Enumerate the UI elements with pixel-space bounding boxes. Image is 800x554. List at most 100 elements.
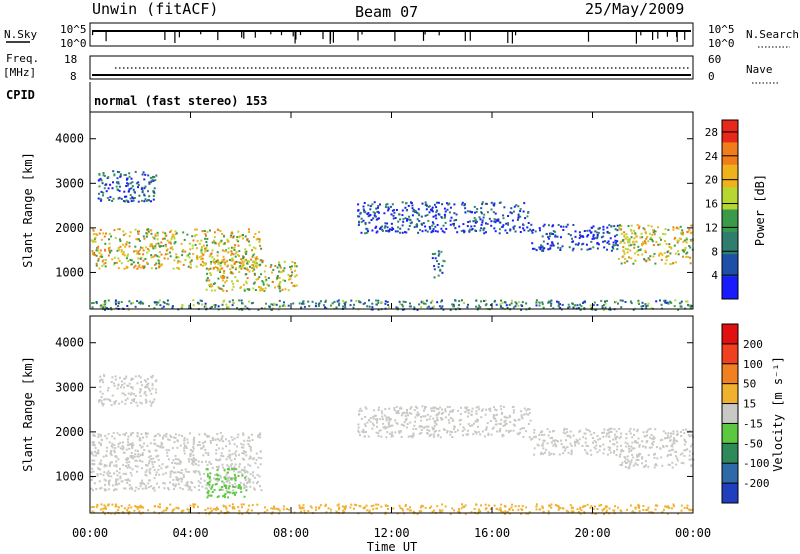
echo-cell: [129, 231, 132, 234]
echo-cell: [521, 427, 524, 430]
echo-cell: [438, 509, 441, 512]
echo-cell: [153, 307, 156, 310]
echo-cell: [117, 305, 120, 307]
echo-cell: [127, 308, 130, 311]
echo-cell: [430, 409, 433, 412]
echo-cell: [484, 503, 487, 506]
echo-cell: [231, 468, 234, 471]
echo-cell: [548, 504, 551, 507]
echo-cell: [295, 265, 298, 268]
echo-cell: [603, 428, 606, 431]
echo-cell: [617, 302, 619, 305]
echo-cell: [315, 302, 317, 305]
echo-cell: [679, 431, 682, 433]
echo-cell: [646, 236, 649, 238]
echo-cell: [588, 229, 591, 232]
echo-cell: [387, 306, 390, 309]
echo-cell: [270, 507, 273, 510]
echo-cell: [527, 229, 530, 232]
echo-cell: [512, 411, 515, 414]
echo-cell: [201, 447, 204, 450]
echo-cell: [227, 477, 230, 480]
echo-cell: [678, 237, 681, 240]
echo-cell: [386, 431, 389, 434]
echo-cell: [249, 478, 252, 481]
echo-cell: [282, 508, 285, 511]
echo-cell: [431, 426, 434, 429]
echo-cell: [517, 301, 520, 304]
colorbar-tick-label: 200: [743, 338, 763, 351]
echo-cell: [378, 406, 380, 409]
echo-cell: [225, 480, 228, 483]
echo-cell: [566, 431, 569, 434]
echo-cell: [533, 447, 536, 450]
echo-cell: [152, 466, 155, 468]
echo-cell: [99, 487, 102, 490]
echo-cell: [219, 269, 222, 272]
echo-cell: [134, 465, 137, 468]
echo-cell: [108, 242, 111, 245]
echo-cell: [123, 190, 126, 193]
echo-cell: [405, 202, 408, 205]
echo-cell: [146, 432, 149, 435]
echo-cell: [616, 445, 619, 448]
echo-cell: [259, 289, 262, 292]
echo-cell: [204, 263, 207, 266]
echo-cell: [641, 236, 644, 239]
echo-cell: [384, 225, 387, 228]
echo-cell: [538, 301, 541, 304]
echo-cell: [188, 460, 191, 463]
echo-cell: [684, 246, 687, 249]
echo-cell: [674, 237, 677, 239]
echo-cell: [223, 299, 226, 302]
echo-cell: [631, 436, 634, 439]
echo-cell: [634, 463, 637, 466]
echo-cell: [200, 255, 203, 258]
echo-cell: [121, 400, 123, 403]
echo-cell: [444, 221, 447, 224]
echo-cell: [596, 435, 599, 437]
echo-cell: [476, 420, 479, 423]
echo-cell: [130, 392, 133, 395]
echo-cell: [573, 440, 576, 443]
echo-cell: [225, 279, 228, 282]
echo-cell: [432, 406, 435, 409]
echo-cell: [266, 509, 269, 512]
echo-cell: [101, 265, 104, 267]
echo-cell: [630, 445, 633, 448]
echo-cell: [614, 436, 617, 439]
echo-cell: [410, 435, 413, 437]
echo-cell: [155, 449, 158, 452]
echo-cell: [189, 263, 192, 266]
echo-cell: [91, 302, 94, 305]
echo-cell: [240, 442, 243, 445]
echo-cell: [128, 443, 131, 446]
echo-cell: [128, 461, 131, 464]
echo-cell: [461, 299, 463, 302]
echo-cell: [186, 441, 189, 444]
echo-cell: [131, 378, 134, 380]
echo-cell: [542, 439, 545, 442]
echo-cell: [520, 410, 523, 413]
echo-cell: [526, 226, 529, 229]
echo-cell: [278, 287, 281, 290]
echo-cell: [104, 265, 107, 268]
echo-cell: [512, 423, 515, 426]
echo-cell: [177, 260, 180, 262]
echo-cell: [274, 265, 277, 267]
echo-cell: [173, 259, 176, 262]
echo-cell: [216, 433, 219, 435]
echo-cell: [218, 459, 221, 461]
echo-cell: [217, 465, 220, 468]
echo-cell: [383, 425, 386, 428]
echo-cell: [644, 251, 647, 254]
echo-cell: [148, 450, 151, 453]
echo-cell: [431, 209, 434, 212]
echo-cell: [244, 476, 247, 479]
echo-cell: [630, 449, 633, 452]
echo-cell: [589, 304, 592, 307]
echo-cell: [372, 217, 375, 220]
echo-cell: [642, 241, 644, 244]
echo-cell: [667, 463, 670, 466]
echo-cell: [225, 474, 228, 477]
